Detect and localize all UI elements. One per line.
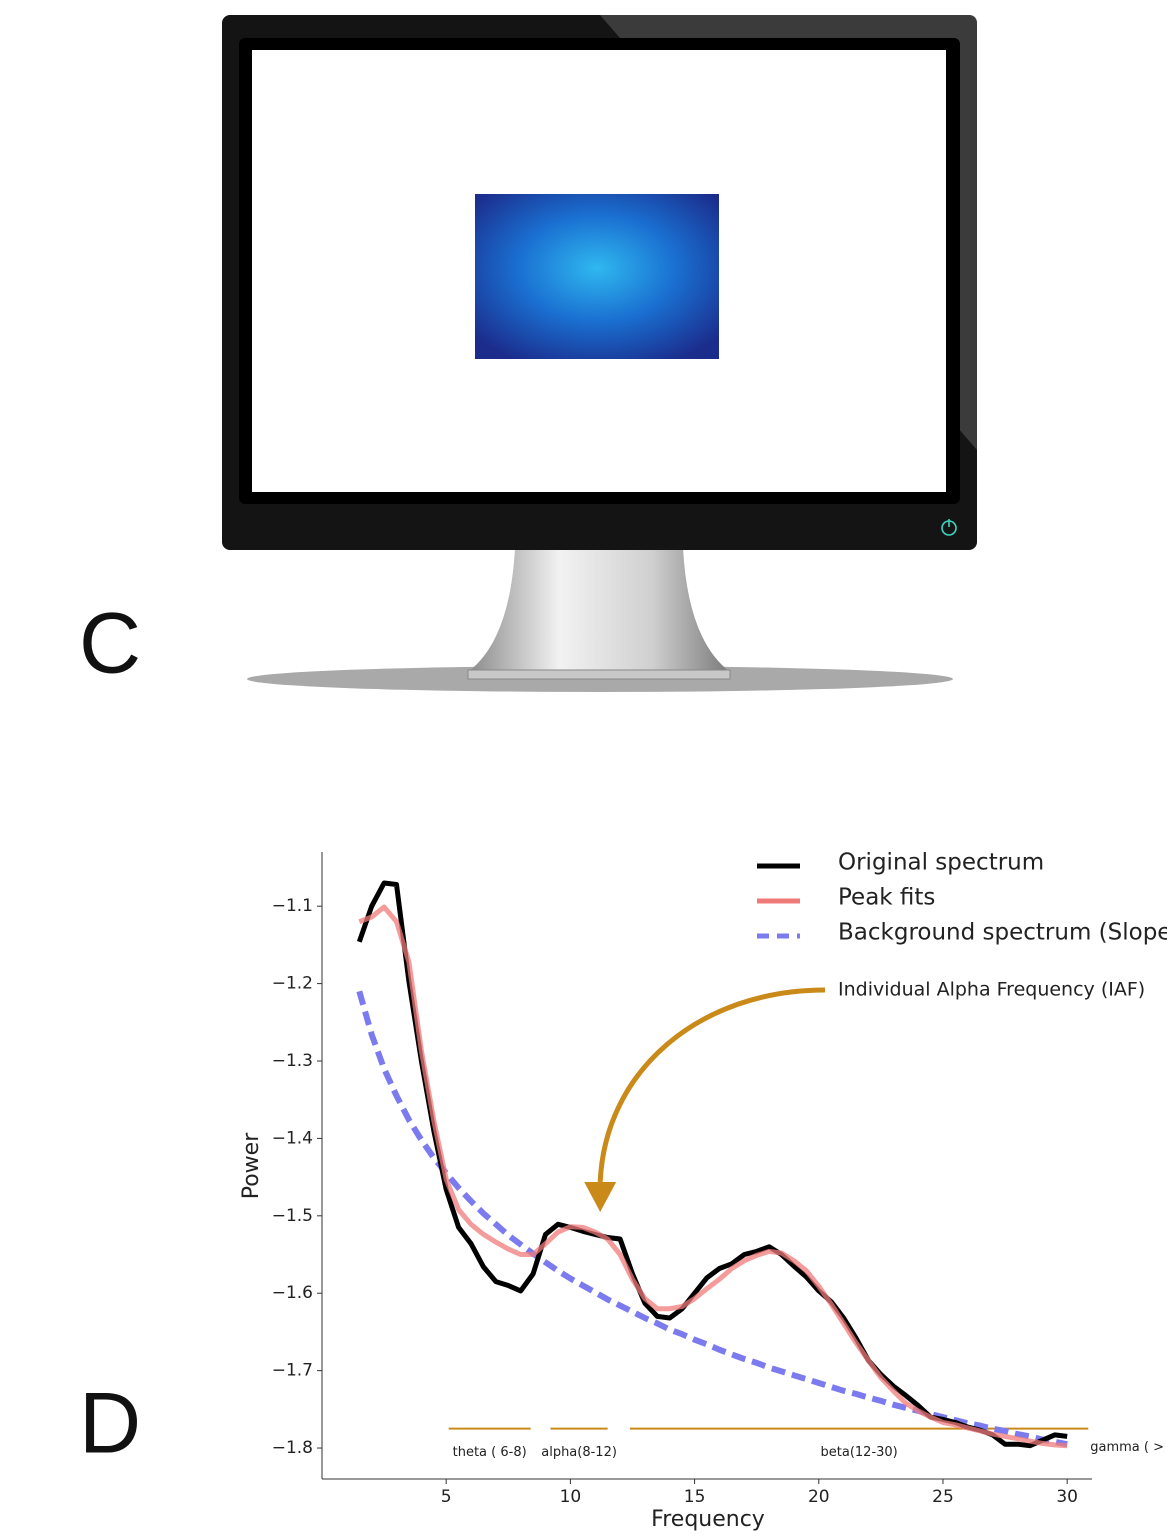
monitor-illustration xyxy=(222,15,977,692)
panel-label: D xyxy=(79,1376,141,1472)
annotation-arrow xyxy=(597,987,826,1183)
chart: Frequency Power −1.8 −1.7 −1.6 −1.5 −1.4 −1.3… xyxy=(239,850,1167,1533)
y-tick-label: −1.7 xyxy=(272,1361,313,1381)
monitor-stand xyxy=(468,548,730,672)
band-label: alpha(8-12) xyxy=(541,1445,617,1460)
x-tick-label: 10 xyxy=(560,1487,582,1507)
band-label: beta(12-30) xyxy=(821,1445,898,1460)
stand-foot xyxy=(467,669,731,680)
x-tick-label: 5 xyxy=(441,1487,452,1507)
y-tick-label: −1.2 xyxy=(272,974,313,994)
legend-label: Background spectrum (Slope) xyxy=(838,920,1167,946)
y-tick-label: −1.5 xyxy=(272,1206,313,1226)
series-line xyxy=(356,990,1068,1448)
series-line xyxy=(356,880,1068,1449)
x-tick-label: 20 xyxy=(808,1487,830,1507)
y-axis-label: Power xyxy=(239,1132,264,1199)
legend-label: Original spectrum xyxy=(838,850,1044,876)
stimulus-image xyxy=(475,194,719,359)
x-tick-label: 25 xyxy=(932,1487,954,1507)
band-label: theta ( 6-8) xyxy=(453,1445,527,1460)
band-label: gamma ( > 30) xyxy=(1090,1440,1167,1455)
y-tick-label: −1.8 xyxy=(272,1438,313,1458)
x-tick-label: 15 xyxy=(684,1487,706,1507)
y-tick-label: −1.6 xyxy=(272,1283,313,1303)
legend-label: Peak fits xyxy=(838,885,935,911)
series-line xyxy=(358,904,1068,1449)
panel-label: C xyxy=(79,596,141,692)
y-tick-label: −1.3 xyxy=(272,1051,313,1071)
x-axis-label: Frequency xyxy=(651,1507,765,1532)
y-tick-label: −1.4 xyxy=(272,1128,313,1148)
annotation-arrowhead xyxy=(584,1181,617,1212)
x-tick-label: 30 xyxy=(1056,1487,1078,1507)
annotation-text: Individual Alpha Frequency (IAF) xyxy=(838,979,1145,1001)
y-tick-label: −1.1 xyxy=(272,896,313,916)
